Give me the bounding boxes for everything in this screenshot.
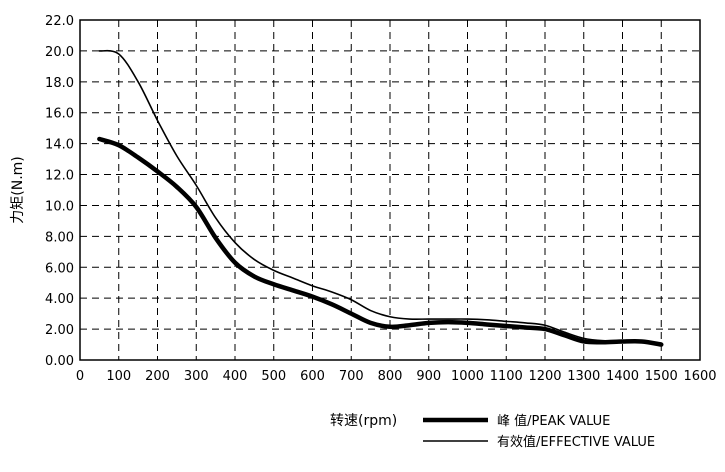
series-lines bbox=[97, 49, 664, 347]
x-tick-label: 100 bbox=[106, 369, 131, 384]
x-axis-label: 转速(rpm) bbox=[330, 413, 397, 429]
y-tick-label: 14.0 bbox=[45, 138, 74, 153]
legend-label-peak: 峰 值/PEAK VALUE bbox=[497, 413, 610, 429]
x-tick-label: 800 bbox=[378, 369, 403, 384]
x-tick-label: 400 bbox=[223, 369, 248, 384]
x-tick-label: 1200 bbox=[528, 369, 561, 384]
y-axis-label: 力矩(N.m) bbox=[10, 156, 26, 223]
x-tick-label: 0 bbox=[76, 369, 84, 384]
x-tick-label: 1000 bbox=[451, 369, 484, 384]
y-tick-label: 12.0 bbox=[45, 169, 74, 184]
plot-frame bbox=[79, 19, 701, 361]
y-tick-label: 20.0 bbox=[45, 45, 74, 60]
y-tick-label: 22.0 bbox=[45, 14, 74, 29]
series-line-peak bbox=[97, 136, 664, 347]
x-tick-label: 1600 bbox=[683, 369, 716, 384]
y-tick-label: 2.00 bbox=[45, 323, 74, 338]
x-tick-label: 1300 bbox=[567, 369, 600, 384]
x-tick-label: 700 bbox=[339, 369, 364, 384]
legend: 峰 值/PEAK VALUE 有效值/EFFECTIVE VALUE bbox=[423, 413, 655, 450]
x-tick-label: 600 bbox=[300, 369, 325, 384]
y-tick-label: 18.0 bbox=[45, 76, 74, 91]
y-tick-label: 8.00 bbox=[45, 230, 74, 245]
grid-lines bbox=[80, 20, 700, 360]
x-tick-labels: 0 100 200 300 400 500 600 700 800 900 1000 1100 1200… bbox=[76, 369, 717, 384]
x-tick-label: 1100 bbox=[490, 369, 523, 384]
x-tick-label: 1400 bbox=[606, 369, 639, 384]
x-tick-label: 900 bbox=[416, 369, 441, 384]
y-tick-label: 4.00 bbox=[45, 292, 74, 307]
y-tick-label: 16.0 bbox=[45, 107, 74, 122]
x-tick-label: 200 bbox=[145, 369, 170, 384]
series-line-effective bbox=[98, 49, 663, 344]
legend-label-effective: 有效值/EFFECTIVE VALUE bbox=[497, 434, 655, 450]
x-tick-label: 500 bbox=[261, 369, 286, 384]
x-tick-label: 1500 bbox=[645, 369, 678, 384]
x-tick-label: 300 bbox=[184, 369, 209, 384]
y-tick-label: 0.00 bbox=[45, 354, 74, 369]
y-tick-label: 6.00 bbox=[45, 261, 74, 276]
y-tick-labels: 0.00 2.00 4.00 6.00 8.00 10.0 12.0 14.0 16.0 18.0… bbox=[45, 14, 74, 369]
y-tick-label: 10.0 bbox=[45, 199, 74, 214]
